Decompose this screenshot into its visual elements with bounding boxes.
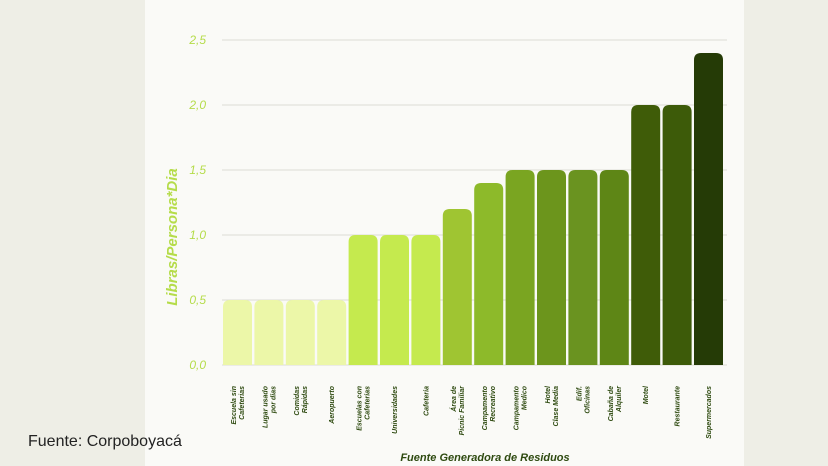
bar (568, 170, 598, 365)
bar (694, 53, 723, 365)
x-tick-label: Motel (643, 385, 650, 404)
x-tick-label: Escuelas conCafeterias (357, 386, 372, 431)
y-tick-label: 2,5 (188, 33, 206, 47)
bar (442, 209, 472, 365)
bar (411, 235, 441, 365)
x-tick-label: Cafeteria (423, 386, 430, 416)
x-tick-label: Restaurante (675, 386, 682, 427)
y-tick-label: 0,0 (189, 358, 206, 372)
x-tick-label: Universidades (392, 386, 399, 434)
y-tick-label: 1,5 (189, 163, 206, 177)
x-tick-labels: Escuela sinCafeterias Lugar usadopor dias… (231, 385, 713, 439)
x-tick-label: Cabaña deAlquiler (608, 385, 623, 422)
y-tick-label: 1,0 (189, 228, 206, 242)
bar (537, 170, 566, 365)
bar (380, 235, 409, 365)
bar (348, 235, 378, 365)
x-axis-label: Fuente Generadora de Residuos (400, 452, 569, 464)
y-tick-label: 0,5 (189, 293, 206, 307)
bar (662, 105, 692, 365)
bar (254, 300, 284, 365)
x-tick-label: Área dePicnic Familiar (449, 385, 466, 436)
bar (317, 300, 347, 365)
x-tick-label: ComidasRápidas (294, 386, 309, 416)
bar (505, 170, 535, 365)
x-tick-label: HotelClase Media (545, 385, 560, 427)
x-tick-label: Escuela sinCafeterias (231, 386, 246, 425)
y-tick-label: 2,0 (188, 98, 206, 112)
x-tick-label: CampamentoRecreativo (482, 385, 497, 430)
x-tick-label: Lugar usadopor dias (262, 385, 277, 428)
bar (223, 300, 252, 365)
source-caption: Fuente: Corpoboyacá (28, 433, 182, 450)
bar (599, 170, 629, 365)
bars (223, 53, 723, 365)
bar (631, 105, 661, 365)
x-tick-label: Supermercados (706, 386, 713, 439)
x-tick-label: CampamentoMedico (514, 385, 529, 430)
x-tick-label: Edif.Oficinas (576, 386, 591, 414)
y-axis-label: Libras/Persona*Dia (164, 168, 181, 306)
y-tick-labels: 0,0 0,5 1,0 1,5 2,0 2,5 (188, 33, 206, 372)
bar (474, 183, 504, 365)
bar (285, 300, 315, 365)
x-tick-label: Aeropuerto (329, 385, 336, 424)
